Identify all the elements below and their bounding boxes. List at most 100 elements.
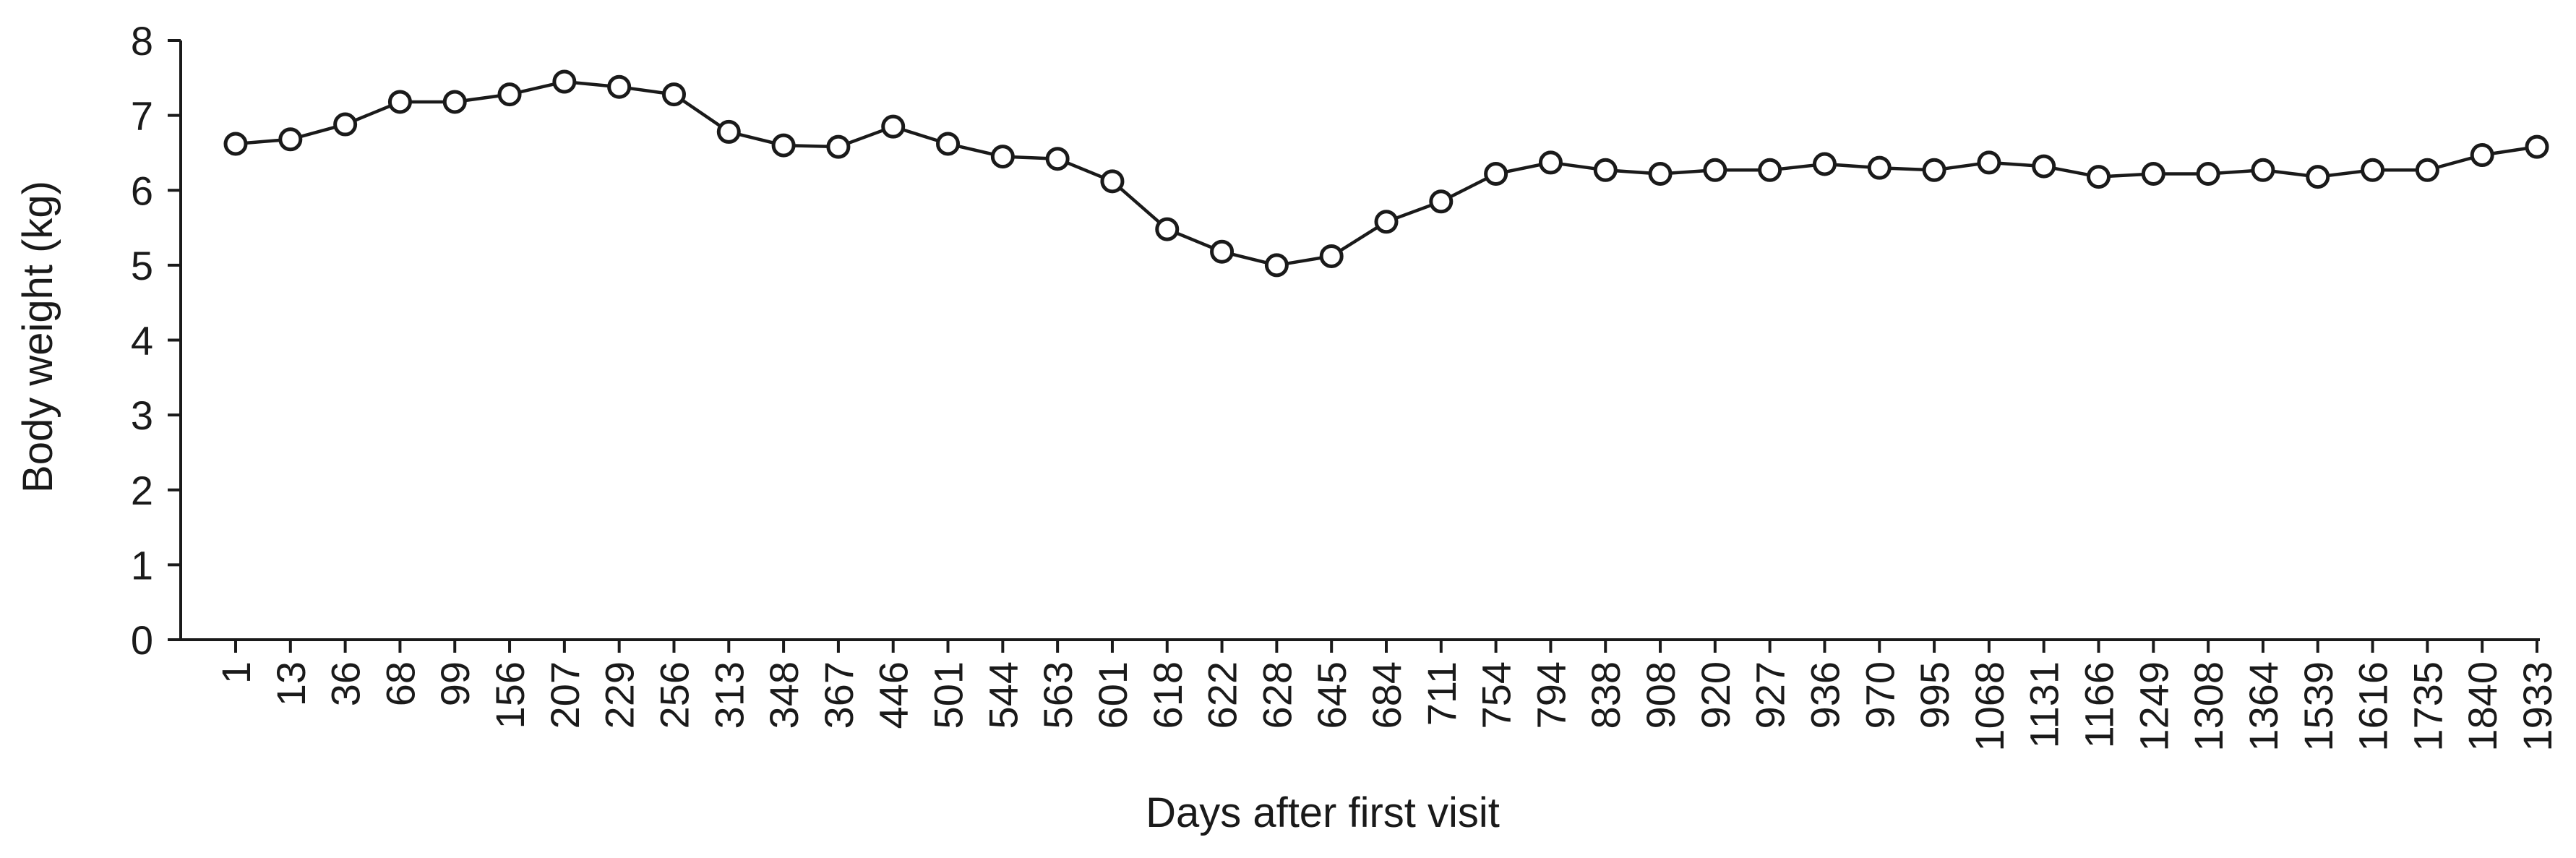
data-point — [1264, 253, 1289, 278]
x-tick-label: 1616 — [2350, 661, 2396, 752]
data-point — [2306, 165, 2330, 189]
x-tick-label: 313 — [706, 661, 752, 729]
y-tick-label: 2 — [131, 468, 153, 513]
x-tick-label: 711 — [1419, 661, 1464, 726]
x-tick-label: 754 — [1474, 661, 1519, 729]
y-tick-label: 1 — [131, 542, 153, 588]
y-tick-label: 5 — [131, 243, 153, 288]
x-tick-label: 995 — [1912, 661, 1957, 729]
data-point — [607, 74, 632, 99]
data-point — [661, 82, 686, 107]
x-tick-label: 99 — [432, 661, 478, 706]
x-tick-label: 1364 — [2241, 661, 2286, 752]
data-point — [1648, 161, 1673, 186]
x-tick-label: 601 — [1090, 661, 1135, 729]
data-point — [1045, 147, 1070, 171]
data-point — [1319, 244, 1344, 268]
x-tick-label: 207 — [542, 661, 588, 729]
x-tick-label: 1308 — [2186, 661, 2231, 752]
x-tick-label: 229 — [597, 661, 643, 729]
data-point — [2032, 154, 2056, 179]
x-tick-label: 1166 — [2077, 661, 2122, 748]
x-tick-label: 501 — [926, 661, 971, 729]
series-line — [235, 80, 2538, 267]
x-tick-label: 618 — [1145, 661, 1190, 729]
data-point — [936, 132, 961, 156]
data-point — [881, 114, 906, 139]
x-tick-label: 1249 — [2131, 661, 2176, 752]
data-point — [1703, 158, 1727, 182]
x-tick-label: 1 — [213, 661, 259, 684]
x-tick-label: 645 — [1309, 661, 1354, 729]
x-tick-label: 970 — [1857, 661, 1902, 729]
x-tick-label: 920 — [1693, 661, 1738, 729]
x-tick-label: 36 — [323, 661, 369, 706]
data-point — [990, 145, 1015, 169]
x-tick-label: 1933 — [2515, 661, 2560, 752]
y-tick-label: 6 — [131, 168, 153, 213]
data-point — [497, 82, 522, 107]
x-tick-label: 446 — [871, 661, 916, 729]
x-axis-title: Days after first visit — [1146, 789, 1500, 836]
x-tick-label: 1735 — [2405, 661, 2450, 752]
data-point — [1100, 169, 1125, 194]
data-point — [552, 69, 577, 94]
data-point — [771, 133, 796, 158]
data-point — [442, 90, 467, 114]
data-point — [1484, 161, 1508, 186]
data-point — [2196, 161, 2220, 186]
data-point — [2087, 165, 2111, 189]
data-point — [1155, 217, 1180, 241]
data-point — [2361, 158, 2385, 182]
y-tick-label: 0 — [131, 617, 153, 663]
data-point — [278, 127, 303, 152]
y-tick-label: 4 — [131, 318, 153, 364]
data-point — [1977, 150, 2001, 175]
data-point — [387, 90, 412, 114]
data-point — [1429, 189, 1454, 214]
y-tick-label: 8 — [131, 18, 153, 64]
x-axis: 1 13 36 68 99 156 207 229 256 313 348 367 446 501 544 5… — [181, 638, 2560, 752]
x-tick-label: 908 — [1638, 661, 1683, 729]
y-axis-title: Body weight (kg) — [14, 181, 61, 493]
plot-area — [223, 69, 2549, 278]
data-point — [2525, 134, 2549, 159]
x-tick-label: 256 — [651, 661, 697, 729]
x-tick-label: 544 — [980, 661, 1026, 729]
x-tick-label: 1539 — [2296, 661, 2341, 752]
data-point — [333, 112, 358, 137]
data-point — [1812, 152, 1837, 176]
y-axis: 0 1 2 3 4 5 6 7 8 — [131, 18, 182, 663]
x-tick-label: 348 — [761, 661, 807, 729]
data-point — [1593, 158, 1618, 182]
data-point — [2415, 158, 2439, 182]
data-point — [223, 132, 248, 156]
data-point — [1758, 158, 1782, 182]
x-tick-label: 684 — [1364, 661, 1409, 729]
x-tick-label: 622 — [1200, 661, 1245, 729]
data-point — [1867, 155, 1892, 180]
x-tick-label: 156 — [487, 661, 533, 729]
x-tick-label: 927 — [1748, 661, 1793, 729]
data-point — [716, 119, 741, 144]
data-point — [1538, 150, 1563, 175]
x-tick-label: 1131 — [2022, 661, 2067, 748]
x-tick-label: 838 — [1583, 661, 1628, 729]
x-tick-label: 68 — [377, 661, 423, 706]
data-point — [1374, 210, 1399, 234]
y-tick-label: 7 — [131, 93, 153, 139]
data-point — [1922, 158, 1946, 182]
x-tick-label: 794 — [1528, 661, 1573, 729]
data-point — [2141, 161, 2165, 186]
x-tick-label: 13 — [268, 661, 314, 706]
data-point — [826, 134, 851, 159]
data-point — [1210, 239, 1235, 264]
data-point — [2470, 143, 2494, 168]
x-tick-label: 563 — [1035, 661, 1081, 729]
y-tick-label: 3 — [131, 392, 153, 438]
x-tick-label: 1840 — [2460, 661, 2505, 752]
x-tick-label: 628 — [1254, 661, 1300, 729]
x-tick-label: 936 — [1802, 661, 1847, 729]
x-tick-label: 367 — [816, 661, 862, 729]
data-point — [2251, 158, 2275, 182]
